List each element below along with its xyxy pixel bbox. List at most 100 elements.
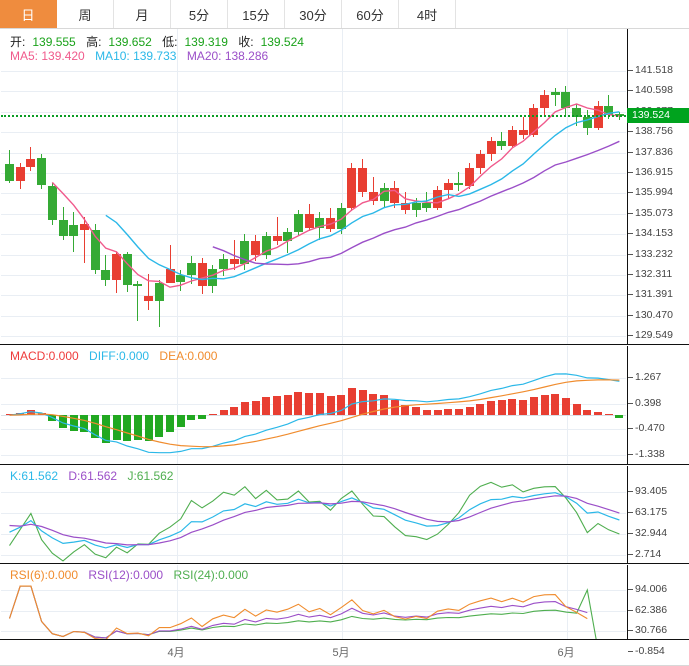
kdj-axis: 93.405 63.175 32.944 2.714 <box>627 466 689 563</box>
candlestick <box>37 29 47 344</box>
macd-histogram-bar <box>37 413 46 416</box>
macd-histogram-bar <box>69 415 78 431</box>
candle-body <box>529 107 539 135</box>
candlestick <box>400 29 410 344</box>
rsi-axis: 94.006 62.386 30.766 -0.854 <box>627 565 689 657</box>
macd-histogram-bar <box>26 410 35 416</box>
indicator-polyline <box>9 495 620 546</box>
candle-wick <box>522 116 524 139</box>
candle-body <box>326 217 335 229</box>
axis-label: 138.756 <box>635 125 673 138</box>
candle-body <box>90 229 100 270</box>
candle-wick <box>372 176 374 206</box>
macd-histogram-bar <box>476 403 485 416</box>
candlestick <box>550 29 560 344</box>
axis-tick <box>628 212 633 214</box>
candle-body <box>79 224 89 230</box>
macd-histogram-bar <box>230 407 239 416</box>
candle-body <box>219 258 228 269</box>
candle-wick <box>233 239 235 270</box>
macd-histogram-bar <box>412 407 421 416</box>
candlestick <box>614 29 624 344</box>
axis-label: -1.338 <box>635 447 665 460</box>
candle-body <box>347 167 357 208</box>
macd-plot-area[interactable] <box>1 346 626 464</box>
indicator-polyline <box>9 481 620 562</box>
gridline <box>1 454 626 456</box>
month-gridline <box>342 466 343 563</box>
axis-tick <box>628 533 633 534</box>
axis-label: 133.232 <box>635 247 673 260</box>
axis-tick <box>628 70 633 71</box>
candle-body <box>122 254 132 286</box>
tab-2[interactable]: 月 <box>114 0 171 28</box>
candle-body <box>26 158 36 167</box>
candle-wick <box>276 216 278 246</box>
price-plot-area[interactable] <box>1 29 626 344</box>
candlestick <box>283 29 293 344</box>
macd-histogram-bar <box>551 394 560 416</box>
macd-histogram-bar <box>262 397 271 416</box>
candle-body <box>47 185 57 220</box>
axis-label: 136.915 <box>635 166 673 178</box>
candle-body <box>315 217 325 228</box>
candlestick <box>593 29 603 344</box>
macd-histogram-bar <box>529 397 538 416</box>
candle-body <box>112 254 121 280</box>
candlestick <box>368 29 378 344</box>
axis-tick <box>628 491 633 492</box>
tab-7[interactable]: 4时 <box>399 0 456 28</box>
axis-tick <box>628 453 633 455</box>
axis-tick <box>628 402 633 404</box>
candlestick <box>604 29 614 344</box>
candle-body <box>540 94 549 108</box>
candlestick <box>561 29 571 344</box>
month-gridline <box>177 346 178 464</box>
macd-histogram-bar <box>369 393 378 416</box>
candlestick <box>582 29 592 344</box>
candlestick <box>315 29 325 344</box>
candlestick <box>5 29 14 344</box>
macd-histogram-bar <box>572 403 581 416</box>
candle-body <box>604 105 614 115</box>
price-axis: 141.518140.598139.677138.756137.836136.9… <box>627 29 689 344</box>
candle-body <box>197 263 207 287</box>
macd-histogram-bar <box>101 415 110 443</box>
rsi24-value: RSI(24):0.000 <box>173 568 249 582</box>
macd-histogram-bar <box>59 415 67 429</box>
candle-body <box>368 192 378 201</box>
ma10-value: MA10: 139.733 <box>95 49 177 63</box>
tab-3[interactable]: 5分 <box>171 0 228 28</box>
open-label: 开: <box>10 35 26 49</box>
axis-label: 1.267 <box>635 371 662 383</box>
macd-histogram-bar <box>251 400 260 416</box>
time-axis-label: 6月 <box>557 647 575 659</box>
macd-histogram-bar <box>347 388 356 416</box>
tab-label: 周 <box>78 7 92 23</box>
axis-tick <box>628 630 633 631</box>
candlestick <box>572 29 582 344</box>
candlestick <box>69 29 79 344</box>
candlestick <box>304 29 314 344</box>
candle-body <box>550 92 560 95</box>
axis-tick <box>628 554 633 555</box>
gridline <box>1 336 626 338</box>
macd-histogram-bar <box>219 409 228 416</box>
candle-body <box>518 130 528 135</box>
macd-histogram-bar <box>91 415 100 439</box>
tab-6[interactable]: 60分 <box>342 0 399 28</box>
candle-body <box>240 240 250 265</box>
macd-histogram-bar <box>133 415 142 441</box>
tab-5[interactable]: 30分 <box>285 0 342 28</box>
macd-histogram-bar <box>401 404 410 416</box>
macd-histogram-bar <box>422 410 431 416</box>
tab-0[interactable]: 日 <box>0 0 57 28</box>
candlestick <box>26 29 36 344</box>
macd-histogram-bar <box>16 412 25 416</box>
tab-4[interactable]: 15分 <box>228 0 285 28</box>
macd-histogram-bar <box>433 409 442 416</box>
tab-1[interactable]: 周 <box>57 0 114 28</box>
candle-body <box>208 268 218 287</box>
macd-histogram-bar <box>604 414 613 416</box>
candlestick <box>336 29 346 344</box>
